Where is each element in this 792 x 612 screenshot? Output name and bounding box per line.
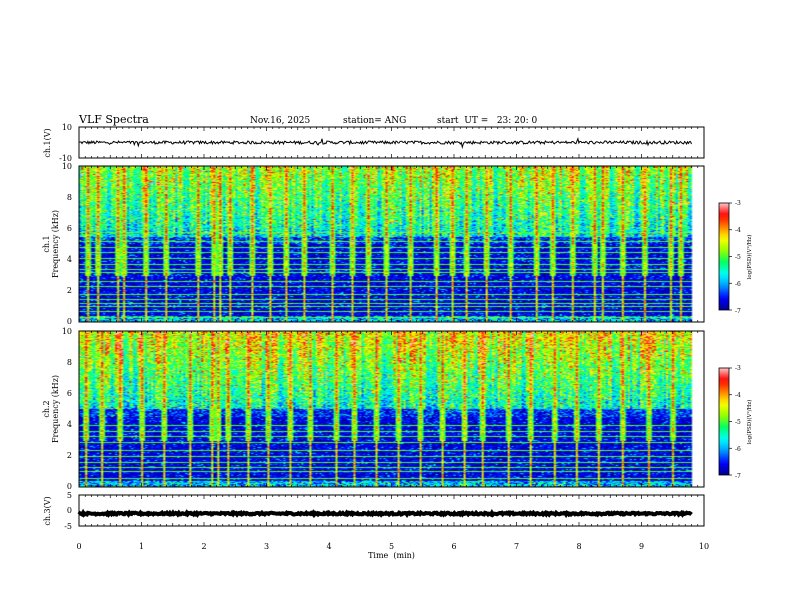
ch3-ytick-0: 0: [67, 506, 72, 515]
ch1-waveform-trace: [78, 137, 692, 150]
ch2-freq-tick-10: 10: [62, 327, 72, 336]
ch2-colorbar-label: log(PSD)(V²/Hz): [746, 400, 753, 445]
time-tick-4: 4: [326, 542, 331, 551]
ch1-frequency-ylabel: Frequency (kHz): [51, 210, 60, 278]
ch1-colorbar-scale: [718, 202, 730, 311]
figure-start-time: start UT = 23: 20: 0: [437, 116, 538, 126]
ch2-channel-label: ch.2: [42, 400, 51, 417]
ch1-colorbar-ticks: [729, 202, 732, 311]
time-axis: 0 1 2 3 4 5 6 7 8 9 10 Time (min): [76, 542, 709, 560]
time-tick-2: 2: [201, 542, 206, 551]
ch1-ytick-10: 10: [62, 123, 72, 132]
ch2-cb-tick-7: -7: [735, 473, 741, 480]
time-tick-8: 8: [576, 542, 581, 551]
figure-title: VLF Spectra: [78, 113, 149, 126]
ch1-spectrogram-y-ticks: 0 2 4 6 8 10: [62, 162, 72, 326]
ch1-waveform-ylabel: ch.1(V): [43, 128, 52, 157]
ch1-colorbar: -3 -4 -5 -6 -7 log(PSD)(V²/Hz): [718, 200, 753, 315]
ch3-waveform-frame: [78, 494, 705, 527]
ch1-waveform-x-ticks: [78, 127, 705, 158]
ch3-waveform-ylabel: ch.3(V): [43, 496, 52, 525]
ch1-waveform-panel: 10 -10 ch.1(V): [43, 123, 705, 163]
ch1-cb-tick-6: -6: [735, 281, 741, 288]
ch2-freq-tick-8: 8: [67, 358, 72, 367]
ch2-spectrogram-y-ticks: 0 2 4 6 8 10: [62, 327, 72, 491]
ch3-waveform-trace: [77, 508, 693, 519]
ch2-freq-tick-6: 6: [67, 389, 72, 398]
ch1-spectrogram-x-ticks: [78, 166, 705, 322]
figure-station: station= ANG: [343, 116, 406, 126]
ch2-spectrogram-image: [79, 331, 704, 487]
ch3-ytick-5: 5: [67, 491, 72, 500]
ch2-colorbar-ticks: [729, 367, 732, 476]
ch2-freq-tick-2: 2: [67, 451, 72, 460]
ch1-colorbar-label: log(PSD)(V²/Hz): [746, 235, 753, 280]
ch3-ytick-neg5: -5: [64, 522, 72, 531]
ch2-colorbar: -3 -4 -5 -6 -7 log(PSD)(V²/Hz): [718, 365, 753, 480]
ch1-channel-label: ch.1: [42, 235, 51, 252]
ch2-cb-tick-3: -3: [735, 365, 741, 372]
time-tick-7: 7: [514, 542, 519, 551]
ch2-cb-tick-5: -5: [735, 419, 741, 426]
ch2-freq-tick-0: 0: [67, 482, 72, 491]
ch1-spectrogram-panel: 0 2 4 6 8 10 ch.1 Frequency (kHz) -3 -4 …: [42, 162, 753, 326]
ch1-spectrogram-image: [79, 166, 704, 322]
ch1-ytick-neg10: -10: [59, 154, 72, 163]
time-tick-5: 5: [389, 542, 394, 551]
ch2-freq-tick-4: 4: [67, 420, 72, 429]
time-tick-3: 3: [264, 542, 269, 551]
ch1-cb-tick-5: -5: [735, 254, 741, 261]
ch1-freq-tick-6: 6: [67, 224, 72, 233]
ch1-freq-tick-10: 10: [62, 162, 72, 171]
ch3-waveform-x-ticks: [78, 495, 705, 526]
ch1-freq-tick-8: 8: [67, 193, 72, 202]
ch1-freq-tick-0: 0: [67, 317, 72, 326]
figure-date: Nov.16, 2025: [250, 116, 311, 126]
ch2-frequency-ylabel: Frequency (kHz): [51, 375, 60, 443]
ch2-cb-tick-6: -6: [735, 446, 741, 453]
time-tick-9: 9: [639, 542, 644, 551]
ch1-cb-tick-3: -3: [735, 200, 741, 207]
ch1-cb-tick-4: -4: [735, 227, 741, 234]
time-tick-6: 6: [451, 542, 456, 551]
ch1-cb-tick-7: -7: [735, 308, 741, 315]
ch2-colorbar-scale: [718, 367, 730, 476]
time-tick-10: 10: [699, 542, 709, 551]
ch2-spectrogram-panel: 0 2 4 6 8 10 ch.2 Frequency (kHz) -3 -4 …: [42, 327, 753, 491]
time-tick-0: 0: [76, 542, 81, 551]
ch2-cb-tick-4: -4: [735, 392, 741, 399]
ch1-freq-tick-2: 2: [67, 286, 72, 295]
time-tick-1: 1: [139, 542, 144, 551]
ch1-freq-tick-4: 4: [67, 255, 72, 264]
ch3-waveform-panel: 5 0 -5 ch.3(V): [43, 491, 705, 531]
time-axis-label: Time (min): [368, 551, 415, 560]
ch2-spectrogram-x-ticks: [78, 331, 705, 487]
